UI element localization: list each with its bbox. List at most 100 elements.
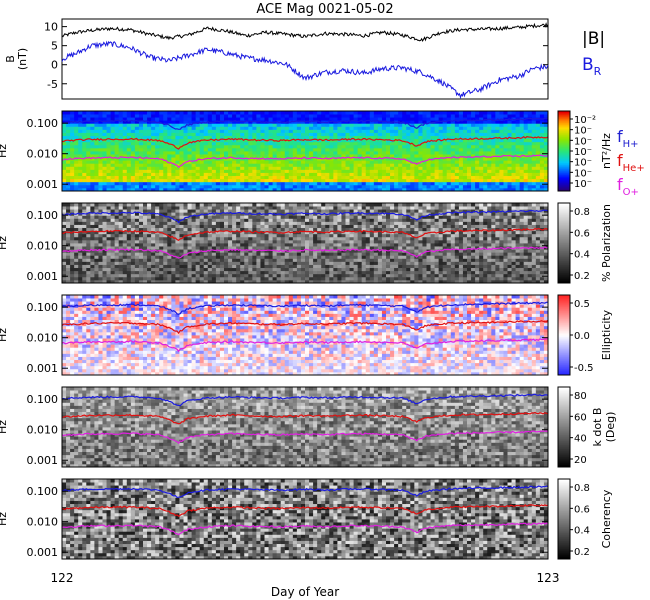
spectrogram-cell bbox=[74, 252, 79, 256]
spectrogram-cell bbox=[402, 184, 407, 189]
spectrogram-cell bbox=[434, 184, 440, 189]
spectrogram-cell bbox=[268, 227, 273, 232]
spectrogram-cell bbox=[442, 129, 448, 133]
spectrogram-cell bbox=[527, 126, 533, 130]
spectrogram-cell bbox=[98, 187, 103, 192]
spectrogram-cell bbox=[414, 187, 419, 192]
spectrogram-cell bbox=[102, 227, 107, 232]
spectrogram-cell bbox=[143, 126, 148, 130]
spectrogram-cell bbox=[300, 209, 306, 213]
spectrogram-cell bbox=[519, 187, 525, 192]
spectrogram-cell bbox=[86, 239, 91, 244]
spectrogram-cell bbox=[438, 129, 444, 133]
spectrogram-cell bbox=[228, 255, 233, 259]
spectrogram-cell bbox=[232, 276, 237, 281]
spectrogram-cell bbox=[458, 129, 464, 133]
spectrogram-cell bbox=[333, 270, 338, 275]
spectrogram-cell bbox=[280, 276, 286, 281]
spectrogram-cell bbox=[288, 141, 294, 146]
spectrogram-cell bbox=[114, 160, 120, 164]
spectrogram-cell bbox=[215, 230, 221, 235]
spectrogram-cell bbox=[138, 258, 144, 262]
spectrogram-cell bbox=[143, 172, 148, 177]
spectrogram-cell bbox=[159, 261, 164, 265]
spectrogram-cell bbox=[361, 163, 367, 167]
spectrogram-cell bbox=[98, 154, 103, 158]
spectrogram-cell bbox=[224, 212, 229, 216]
spectrogram-cell bbox=[252, 169, 257, 173]
spectrogram-cell bbox=[167, 233, 172, 238]
spectrogram-cell bbox=[163, 243, 168, 247]
spectrogram-cell bbox=[446, 151, 452, 155]
spectrogram-cell bbox=[390, 135, 395, 140]
spectrogram-cell bbox=[329, 114, 334, 118]
spectrogram-cell bbox=[475, 163, 480, 167]
spectrogram-cell bbox=[163, 138, 168, 143]
spectrogram-cell bbox=[110, 246, 116, 250]
spectrogram-cell bbox=[74, 126, 79, 130]
spectrogram-cell bbox=[114, 221, 120, 225]
spectrogram-cell bbox=[410, 120, 415, 124]
spectrogram-cell bbox=[98, 184, 103, 189]
spectrogram-cell bbox=[256, 276, 261, 281]
spectrogram-cell bbox=[167, 252, 172, 256]
spectrogram-cell bbox=[386, 163, 391, 167]
spectrogram-cell bbox=[292, 264, 298, 269]
spectrogram-cell bbox=[199, 157, 205, 161]
spectrogram-cell bbox=[300, 227, 306, 232]
spectrogram-cell bbox=[236, 276, 241, 281]
spectrogram-cell bbox=[199, 132, 205, 137]
spectrogram-cell bbox=[74, 255, 79, 259]
spectrogram-cell bbox=[215, 276, 221, 281]
spectrogram-cell bbox=[143, 273, 148, 278]
spectrogram-cell bbox=[224, 246, 229, 250]
spectrogram-cell bbox=[232, 160, 237, 164]
spectrogram-cell bbox=[130, 255, 136, 259]
spectrogram-cell bbox=[130, 209, 136, 213]
spectrogram-cell bbox=[337, 132, 342, 137]
spectrogram-cell bbox=[215, 258, 221, 262]
spectrogram-cell bbox=[94, 132, 99, 137]
spectrogram-cell bbox=[240, 138, 245, 143]
spectrogram-cell bbox=[458, 169, 464, 173]
spectrogram-cell bbox=[313, 169, 318, 173]
spectrogram-cell bbox=[292, 215, 298, 219]
spectrogram-cell bbox=[175, 209, 180, 213]
spectrogram-cell bbox=[159, 267, 164, 272]
spectrogram-cell bbox=[143, 175, 148, 180]
spectrogram-cell bbox=[475, 144, 480, 149]
spectrogram-cell bbox=[410, 163, 415, 167]
spectrogram-cell bbox=[134, 221, 140, 225]
spectrogram-cell bbox=[357, 178, 363, 183]
spectrogram-cell bbox=[471, 151, 476, 155]
spectrogram-cell bbox=[305, 184, 310, 189]
gyrofrequency-line-h bbox=[61, 117, 549, 130]
spectrogram-cell bbox=[276, 270, 282, 275]
spectrogram-cell bbox=[458, 147, 464, 152]
spectrogram-cell bbox=[118, 166, 124, 170]
spectrogram-cell bbox=[430, 160, 435, 164]
spectrogram-cell bbox=[467, 184, 472, 189]
spectrogram-cell bbox=[232, 132, 237, 137]
spectrogram-cell bbox=[163, 239, 168, 244]
spectrogram-cell bbox=[199, 255, 205, 259]
spectrogram-cell bbox=[276, 236, 282, 241]
spectrogram-cell bbox=[130, 166, 136, 170]
spectrogram-cell bbox=[333, 261, 338, 265]
spectrogram-cell bbox=[483, 111, 488, 115]
spectrogram-cell bbox=[333, 172, 338, 177]
spectrogram-cell bbox=[365, 187, 371, 192]
spectrogram-cell bbox=[430, 144, 435, 149]
spectrogram-cell bbox=[203, 154, 209, 158]
spectrogram-cell bbox=[535, 147, 541, 152]
spectrogram-cell bbox=[163, 123, 168, 127]
spectrogram-cell bbox=[256, 129, 261, 133]
spectrogram-cell bbox=[62, 135, 67, 140]
spectrogram-cell bbox=[462, 157, 468, 161]
spectrogram-cell bbox=[305, 243, 310, 247]
spectrogram-cell bbox=[118, 273, 124, 278]
spectrogram-cell bbox=[256, 154, 261, 158]
spectrogram-cell bbox=[252, 236, 257, 241]
spectrogram-cell bbox=[66, 270, 71, 275]
spectrogram-cell bbox=[276, 172, 282, 177]
